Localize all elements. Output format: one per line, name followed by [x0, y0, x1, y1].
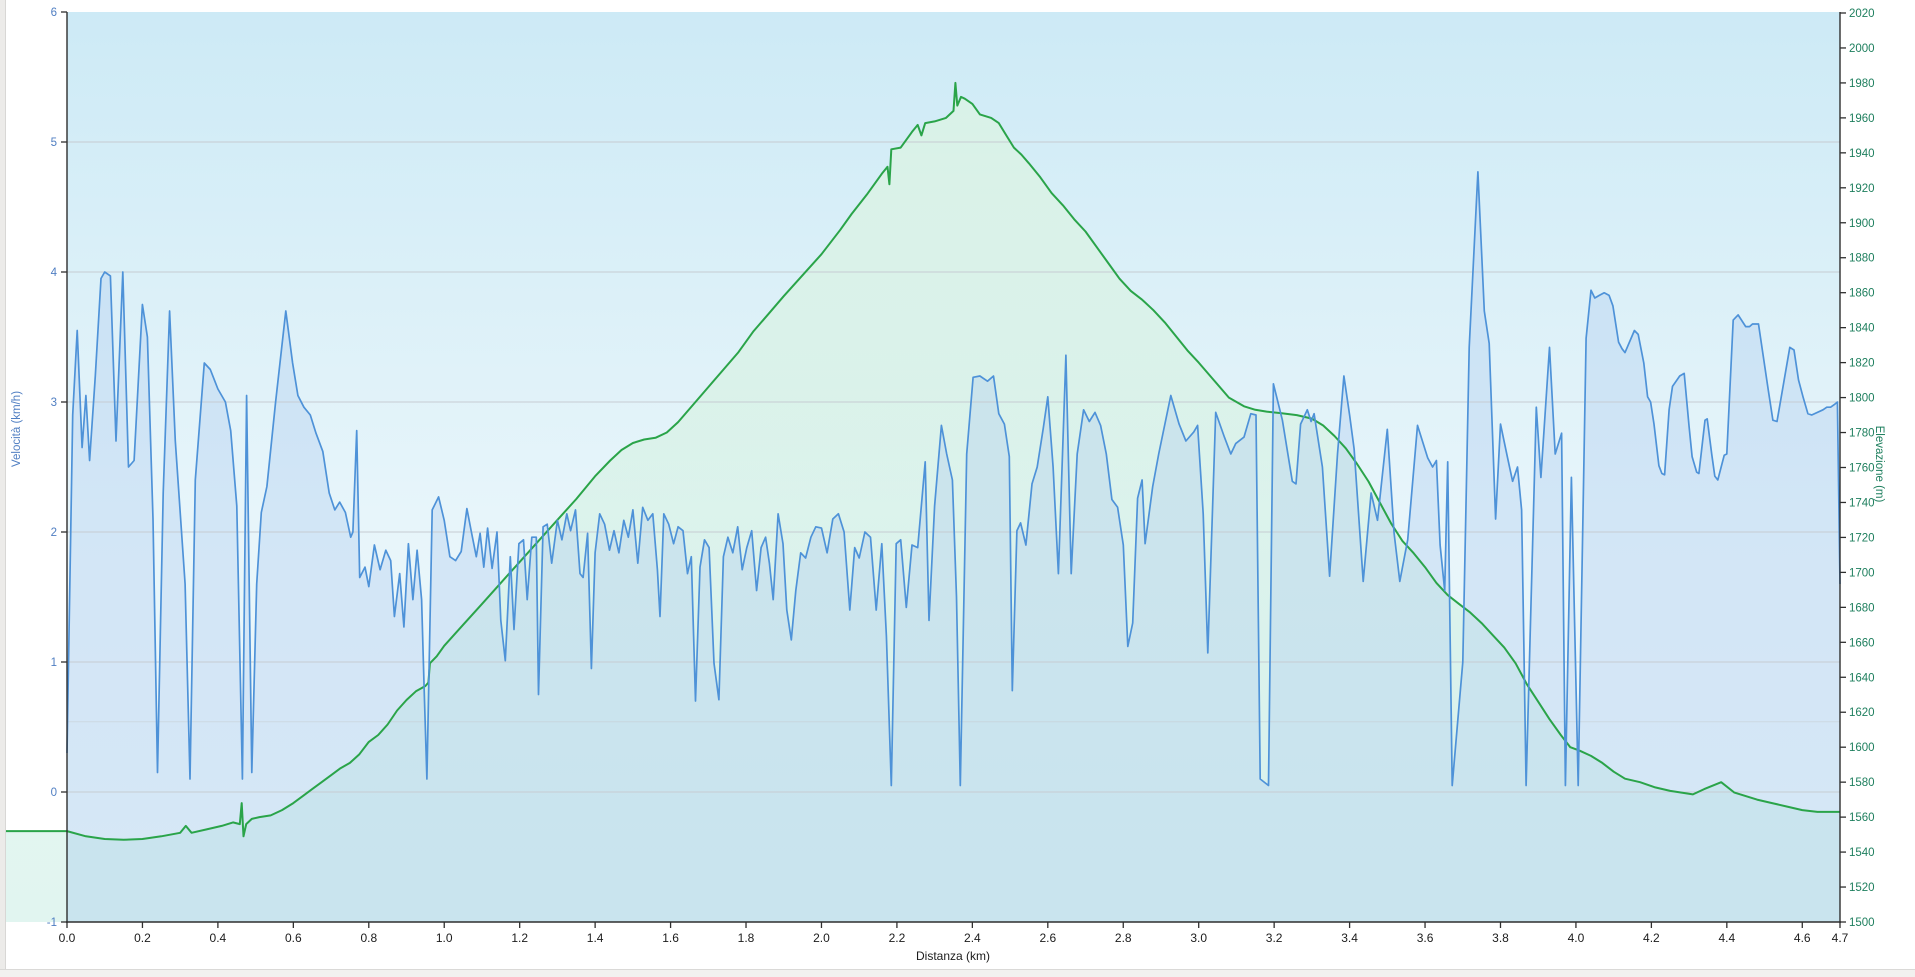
- right-axis-tick-label: 1560: [1849, 812, 1875, 824]
- elevation-area: [0, 82, 1840, 922]
- x-axis-tick-label: 4.2: [1643, 931, 1660, 945]
- right-axis-title: Elevazione (m): [1873, 425, 1885, 503]
- right-axis-tick-label: 1920: [1849, 183, 1875, 195]
- x-axis-tick-label: 2.6: [1039, 931, 1056, 945]
- x-axis-tick-label: 4.7: [1832, 931, 1849, 945]
- right-axis-tick-label: 1520: [1849, 882, 1875, 894]
- right-axis-tick-label: 1740: [1849, 497, 1875, 509]
- right-axis-tick-label: 1580: [1849, 777, 1875, 789]
- right-axis-tick-label: 1900: [1849, 218, 1875, 230]
- x-axis-tick-label: 3.4: [1341, 931, 1358, 945]
- right-axis-tick-label: 1820: [1849, 358, 1875, 370]
- speed-line: [66, 171, 1841, 787]
- x-axis-tick-label: 1.8: [738, 931, 755, 945]
- x-axis-tick-label: 0.0: [59, 931, 76, 945]
- x-axis-tick-label: 0.4: [210, 931, 227, 945]
- right-axis-tick-label: 1680: [1849, 602, 1875, 614]
- right-axis-tick-label: 1600: [1849, 742, 1875, 754]
- x-axis-tick-label: 2.0: [813, 931, 830, 945]
- x-axis-tick-label: 3.2: [1266, 931, 1283, 945]
- right-axis-tick-label: 1980: [1849, 78, 1875, 90]
- right-axis-tick-label: 1940: [1849, 148, 1875, 160]
- right-axis-tick-label: 2000: [1849, 43, 1875, 55]
- x-axis-tick-label: 1.0: [436, 931, 453, 945]
- x-axis-tick-label: 1.2: [511, 931, 528, 945]
- right-axis-tick-label: 1880: [1849, 253, 1875, 265]
- x-axis-tick-label: 4.4: [1718, 931, 1735, 945]
- x-axis-tick-label: 0.8: [360, 931, 377, 945]
- x-axis-tick-label: 2.2: [889, 931, 906, 945]
- x-axis-tick-label: 3.0: [1190, 931, 1207, 945]
- right-axis-tick-label: 1840: [1849, 323, 1875, 335]
- right-axis-tick-label: 1540: [1849, 847, 1875, 859]
- right-axis-tick-label: 1960: [1849, 113, 1875, 125]
- left-axis-tick-label: 3: [51, 397, 57, 409]
- left-axis-title: Velocità (km/h): [11, 390, 23, 468]
- x-axis-tick-label: 3.8: [1492, 931, 1509, 945]
- left-axis-tick-label: 1: [51, 657, 57, 669]
- left-axis-tick-label: 5: [51, 137, 57, 149]
- x-axis-tick-label: 4.6: [1794, 931, 1811, 945]
- left-axis-tick-label: 4: [51, 267, 58, 279]
- x-axis-tick-label: 0.6: [285, 931, 302, 945]
- speed-area: [67, 171, 1840, 922]
- right-axis-tick-label: 1620: [1849, 707, 1875, 719]
- page-left-edge-strip: [0, 0, 6, 976]
- left-axis-tick-label: -1: [47, 917, 57, 929]
- right-axis-tick-label: 1800: [1849, 393, 1875, 405]
- right-axis-tick-label: 1760: [1849, 463, 1875, 475]
- right-axis-tick-label: 1780: [1849, 428, 1875, 440]
- right-axis-tick-label: 1640: [1849, 672, 1875, 684]
- x-axis-tick-label: 2.4: [964, 931, 981, 945]
- x-axis-tick-label: 2.8: [1115, 931, 1132, 945]
- right-axis-tick-label: 1860: [1849, 288, 1875, 300]
- x-axis-tick-label: 3.6: [1417, 931, 1434, 945]
- right-axis-tick-label: 2020: [1849, 8, 1875, 20]
- left-axis-tick-label: 6: [51, 7, 57, 19]
- x-axis-title: Distanza (km): [915, 949, 990, 963]
- x-axis-tick-label: 1.6: [662, 931, 679, 945]
- x-axis-tick-label: 4.0: [1568, 931, 1585, 945]
- right-axis-tick-label: 1700: [1849, 567, 1875, 579]
- right-axis-tick-label: 1720: [1849, 532, 1875, 544]
- left-axis-tick-label: 2: [51, 527, 57, 539]
- x-axis-tick-label: 1.4: [587, 931, 604, 945]
- right-axis-tick-label: 1500: [1849, 917, 1875, 929]
- page-bottom-strip: [0, 969, 1915, 977]
- x-axis-tick-label: 0.2: [134, 931, 151, 945]
- left-axis-tick-label: 0: [51, 787, 57, 799]
- elevation-line: [0, 81, 1840, 841]
- right-axis-tick-label: 1660: [1849, 637, 1875, 649]
